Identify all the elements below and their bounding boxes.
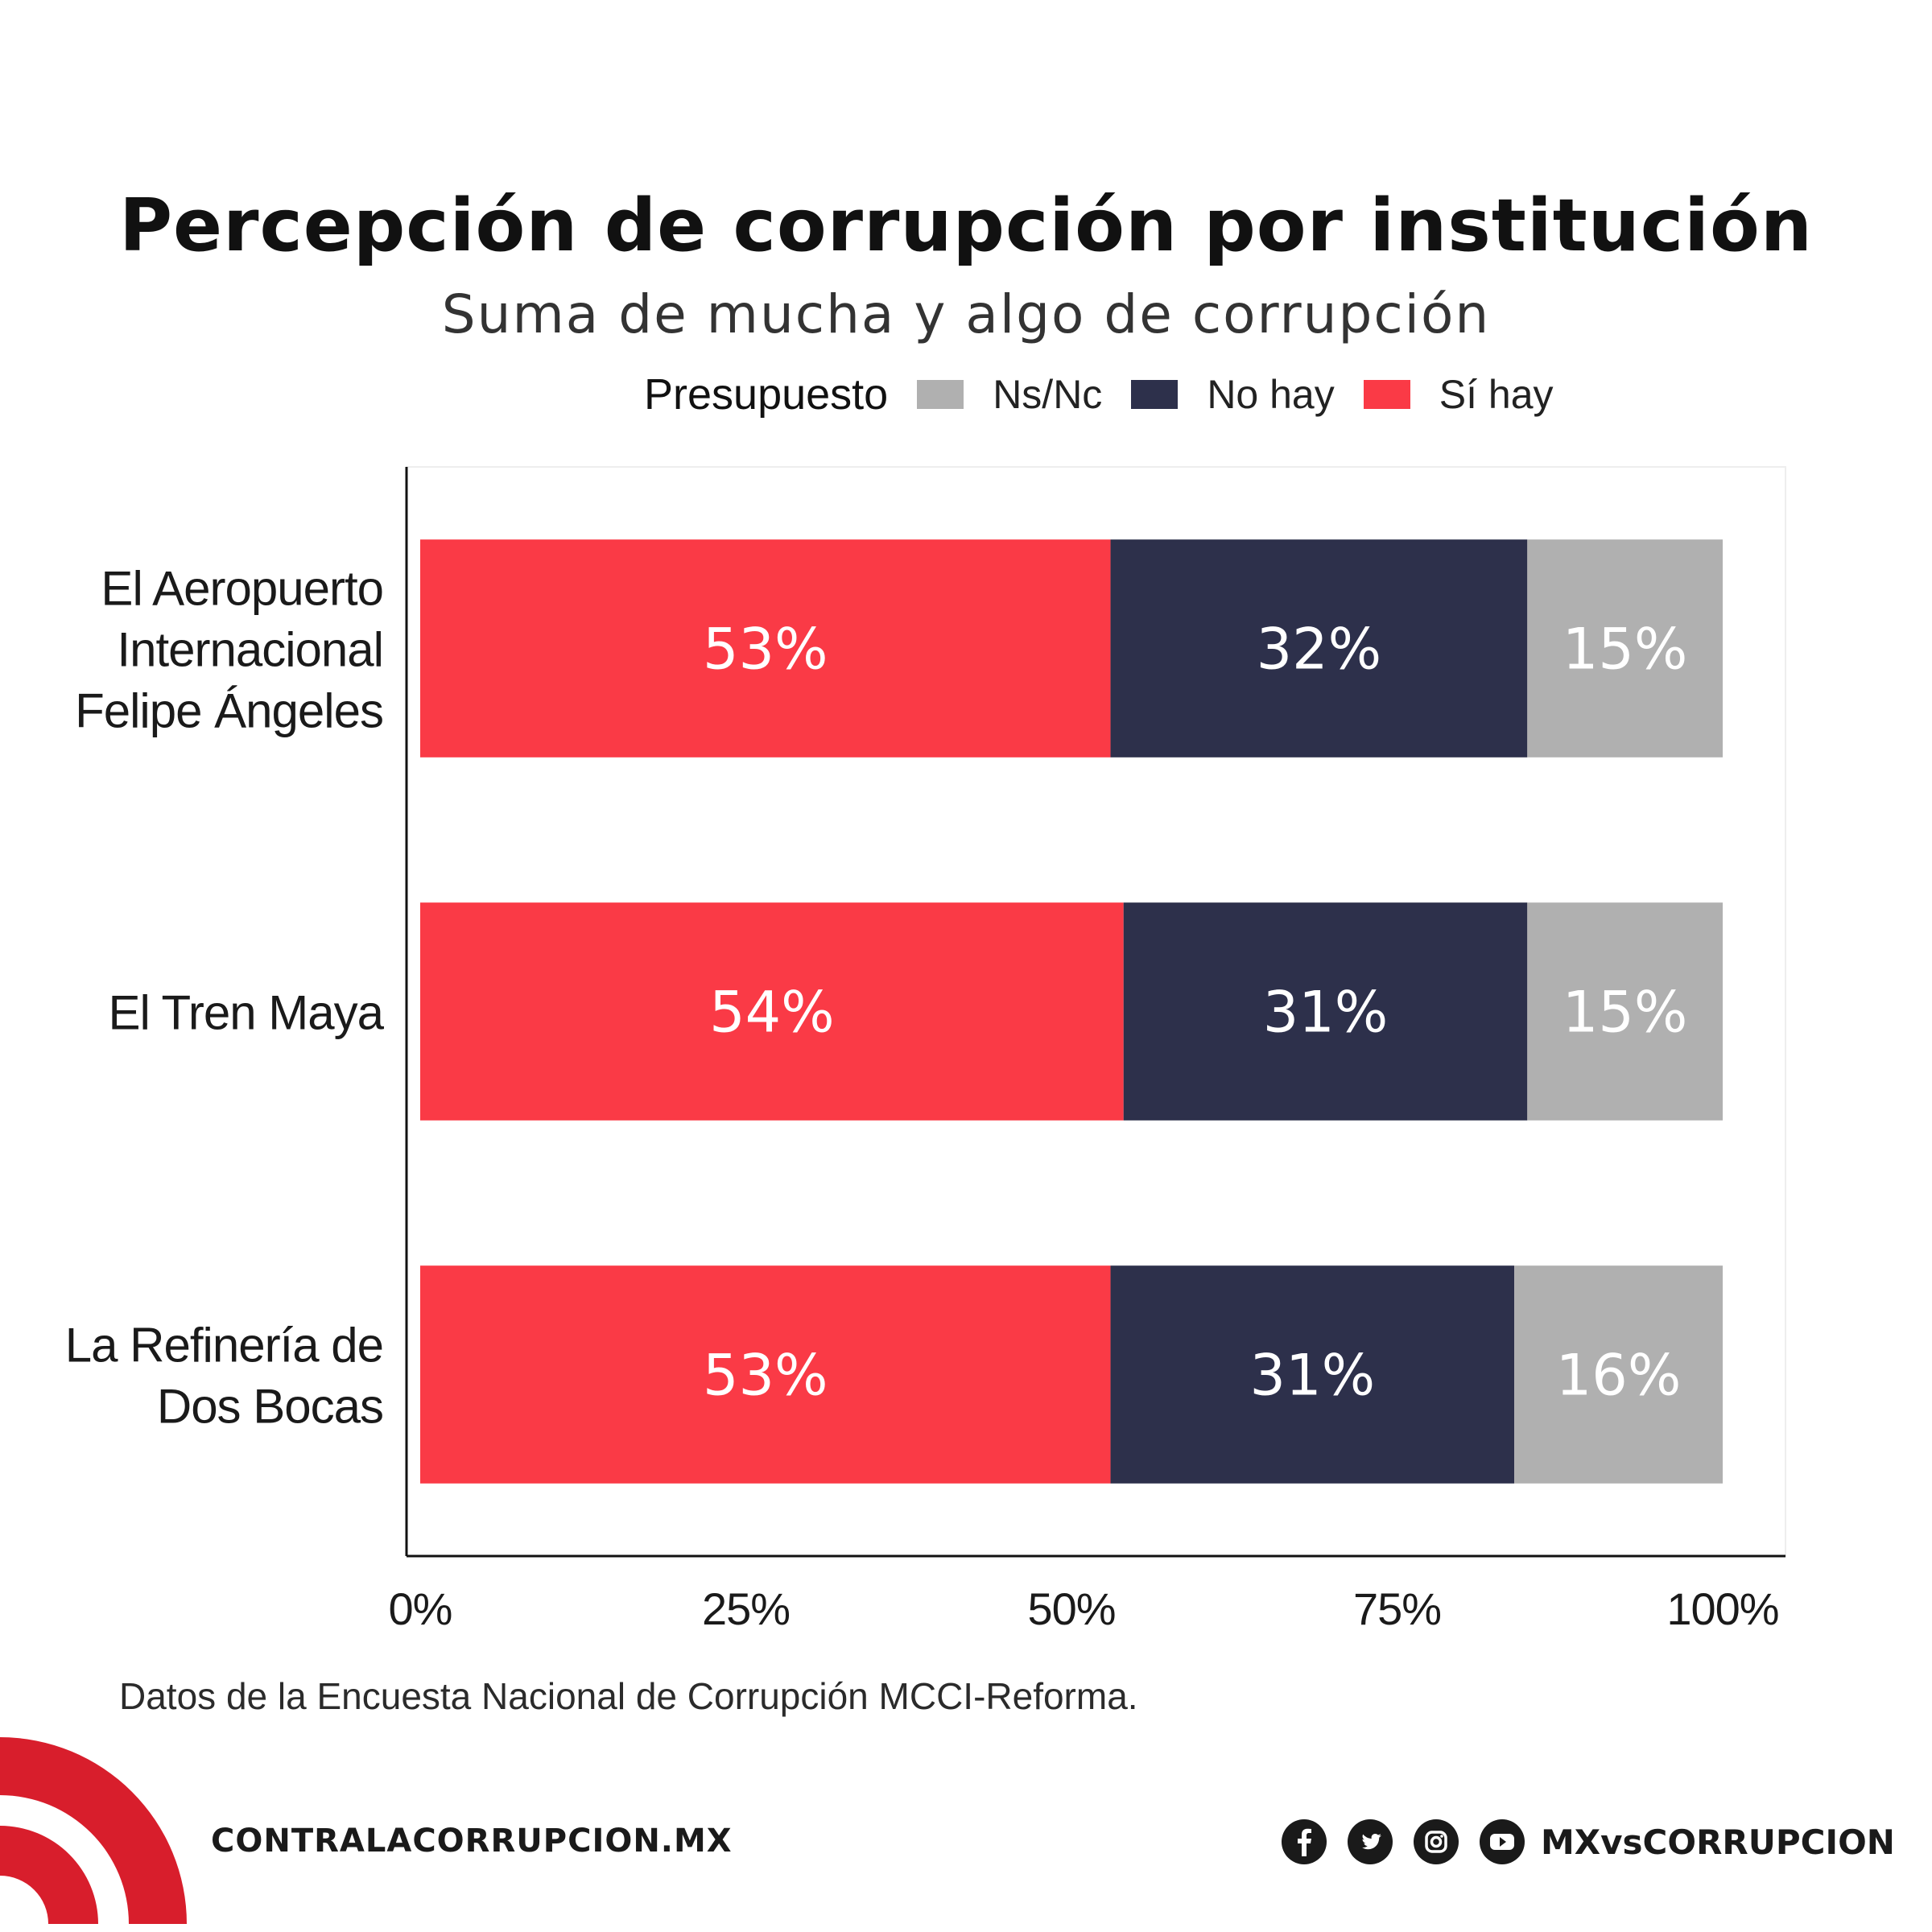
x-tick-label: 25% [702, 1583, 790, 1634]
x-tick-label: 50% [1027, 1583, 1115, 1634]
x-tick-label: 0% [389, 1583, 452, 1634]
stacked-bar-chart: 53% 32% 15% El Aeropuerto Internacional Felip… [65, 466, 1786, 1634]
data-label: 54% [709, 980, 835, 1046]
bar-segment [420, 539, 1111, 758]
youtube-icon[interactable] [1478, 1818, 1526, 1866]
bar-segment [1527, 902, 1723, 1121]
category-label: Internacional [117, 623, 383, 677]
bar-segment [420, 1265, 1111, 1484]
chart-subtitle: Suma de mucha y algo de corrupción [441, 283, 1491, 345]
chart-legend: Presupuesto Ns/Nc No hay Sí hay [644, 366, 1583, 423]
chart-title: Percepción de corrupción por institución [119, 184, 1813, 268]
category-label: Dos Bocas [157, 1380, 383, 1434]
twitter-icon[interactable] [1346, 1818, 1394, 1866]
data-label: 32% [1257, 617, 1382, 683]
legend-swatch-si-hay [1363, 380, 1410, 409]
bar-segment [1110, 1265, 1515, 1484]
legend-label-nsnc: Ns/Nc [993, 372, 1103, 417]
data-label: 15% [1563, 980, 1688, 1046]
category-label: El Aeropuerto [101, 562, 383, 616]
brand-logo-arc [0, 1737, 187, 1924]
website-link[interactable]: CONTRALACORRUPCION.MX [211, 1823, 733, 1860]
category-label: Felipe Ángeles [75, 684, 383, 738]
category-label: El Tren Maya [109, 986, 385, 1040]
instagram-icon[interactable] [1412, 1818, 1460, 1866]
legend-swatch-nsnc [917, 380, 964, 409]
legend-swatch-no-hay [1131, 380, 1179, 409]
facebook-icon[interactable] [1280, 1818, 1328, 1866]
bar-segment [1527, 539, 1723, 758]
bar-segment [1123, 902, 1528, 1121]
data-label: 16% [1556, 1343, 1682, 1409]
social-links: MXvsCORRUPCION [1280, 1818, 1895, 1866]
social-handle[interactable]: MXvsCORRUPCION [1541, 1822, 1895, 1862]
bar-segment [420, 902, 1124, 1121]
category-label: La Refinería de [65, 1319, 383, 1373]
x-tick-label: 100% [1666, 1583, 1778, 1634]
data-label: 53% [703, 617, 828, 683]
bar-segment [1514, 1265, 1723, 1484]
data-label: 53% [703, 1343, 828, 1409]
legend-label-si-hay: Sí hay [1439, 372, 1554, 417]
x-tick-label: 75% [1353, 1583, 1441, 1634]
legend-label-no-hay: No hay [1207, 372, 1335, 417]
bar-segment [1110, 539, 1528, 758]
source-note: Datos de la Encuesta Nacional de Corrupc… [119, 1675, 1138, 1717]
data-label: 15% [1563, 617, 1688, 683]
data-label: 31% [1263, 980, 1389, 1046]
data-label: 31% [1250, 1343, 1376, 1409]
legend-title: Presupuesto [644, 370, 889, 419]
